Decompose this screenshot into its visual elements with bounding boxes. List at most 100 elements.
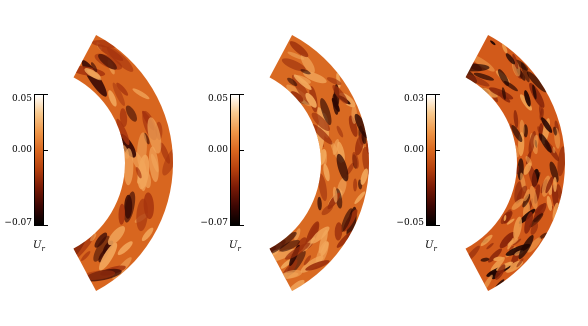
flow-feature [523,162,532,175]
flow-feature [280,259,292,269]
flow-feature [546,195,553,211]
flow-feature [132,88,150,100]
colorbar-min-label: −0.07 [200,218,228,228]
flow-feature [354,113,370,139]
flow-feature [541,175,551,197]
flow-feature [84,68,101,79]
flow-feature [519,119,525,137]
flow-feature [106,46,134,72]
colorbar-tick [44,225,48,226]
flow-feature [322,150,328,167]
flow-feature [541,117,553,133]
flow-feature [281,58,306,72]
shell-panel-3: 0.03 0.00 −0.05 Ur [392,0,588,326]
flow-feature [108,90,117,107]
flow-features [269,41,370,292]
flow-feature [516,258,524,268]
flow-feature [352,151,359,169]
flow-feature [539,232,548,239]
flow-feature [143,192,154,220]
flow-feature [98,242,118,271]
flow-feature [116,118,130,146]
flow-features [73,40,174,282]
colorbar-mid-label: 0.00 [11,145,32,155]
flow-feature [512,53,519,69]
flow-feature [98,53,117,70]
flow-feature [495,264,506,280]
flow-feature [553,126,557,136]
flow-feature [504,80,518,92]
flow-feature [332,186,338,203]
flow-feature [518,235,534,260]
flow-feature [505,53,516,65]
flow-feature [504,237,513,245]
flow-feature [529,185,538,210]
flow-feature [315,240,329,267]
flow-feature [123,148,134,186]
flow-feature [148,146,159,183]
flow-feature [300,69,311,75]
flow-feature [300,54,315,74]
flow-feature [279,239,300,252]
flow-feature [107,226,126,246]
flow-feature [336,230,355,248]
flow-feature [516,165,520,175]
colorbar-quantity-label: Ur [229,240,241,253]
flow-feature [348,115,358,137]
flow-feature [289,41,309,58]
flow-feature [527,237,542,253]
flow-feature [317,196,322,211]
colorbar-mid-label: 0.00 [207,145,228,155]
flow-feature [488,248,502,263]
flow-feature [511,124,523,143]
flow-feature [545,176,554,194]
flow-feature [512,238,522,246]
flow-feature [81,270,116,280]
shell-plot [73,34,174,292]
flow-feature [119,108,128,127]
flow-feature [473,72,495,81]
flow-feature [532,84,537,100]
flow-feature [490,40,496,46]
flow-feature [287,51,305,60]
flow-feature [137,132,147,168]
colorbar [230,94,240,226]
flow-feature [528,165,538,189]
flow-feature [534,203,544,214]
colorbar-max-label: 0.05 [207,94,228,104]
flow-feature [523,189,530,202]
flow-feature [310,226,330,244]
flow-feature [332,85,348,104]
flow-feature [159,142,171,164]
flow-feature [488,271,495,275]
flow-feature [515,59,529,71]
shell-plot [465,34,566,292]
flow-feature [81,251,91,261]
colorbar-min-label: −0.05 [396,218,424,228]
flow-feature [125,105,137,122]
flow-feature [320,98,332,126]
flow-feature [118,203,126,225]
colorbar [426,94,436,226]
flow-feature [323,163,330,182]
flow-feature [362,146,370,175]
flow-feature [507,238,519,246]
colorbar-tick [436,94,440,95]
flow-feature [286,279,305,292]
flow-feature [269,231,297,256]
shell-plot [269,34,370,292]
flow-feature [311,124,333,145]
colorbar-tick [436,225,440,226]
flow-feature [530,222,539,235]
colorbar-mid-label: 0.00 [403,145,424,155]
colorbar-tick [240,94,244,95]
flow-feature [501,87,506,100]
flow-feature [529,213,544,228]
flow-feature [538,104,543,116]
flow-feature [73,233,95,267]
flow-feature [537,126,542,135]
flow-feature [526,71,547,93]
flow-feature [360,168,369,185]
flow-feature [293,74,312,90]
flow-feature [493,256,504,262]
